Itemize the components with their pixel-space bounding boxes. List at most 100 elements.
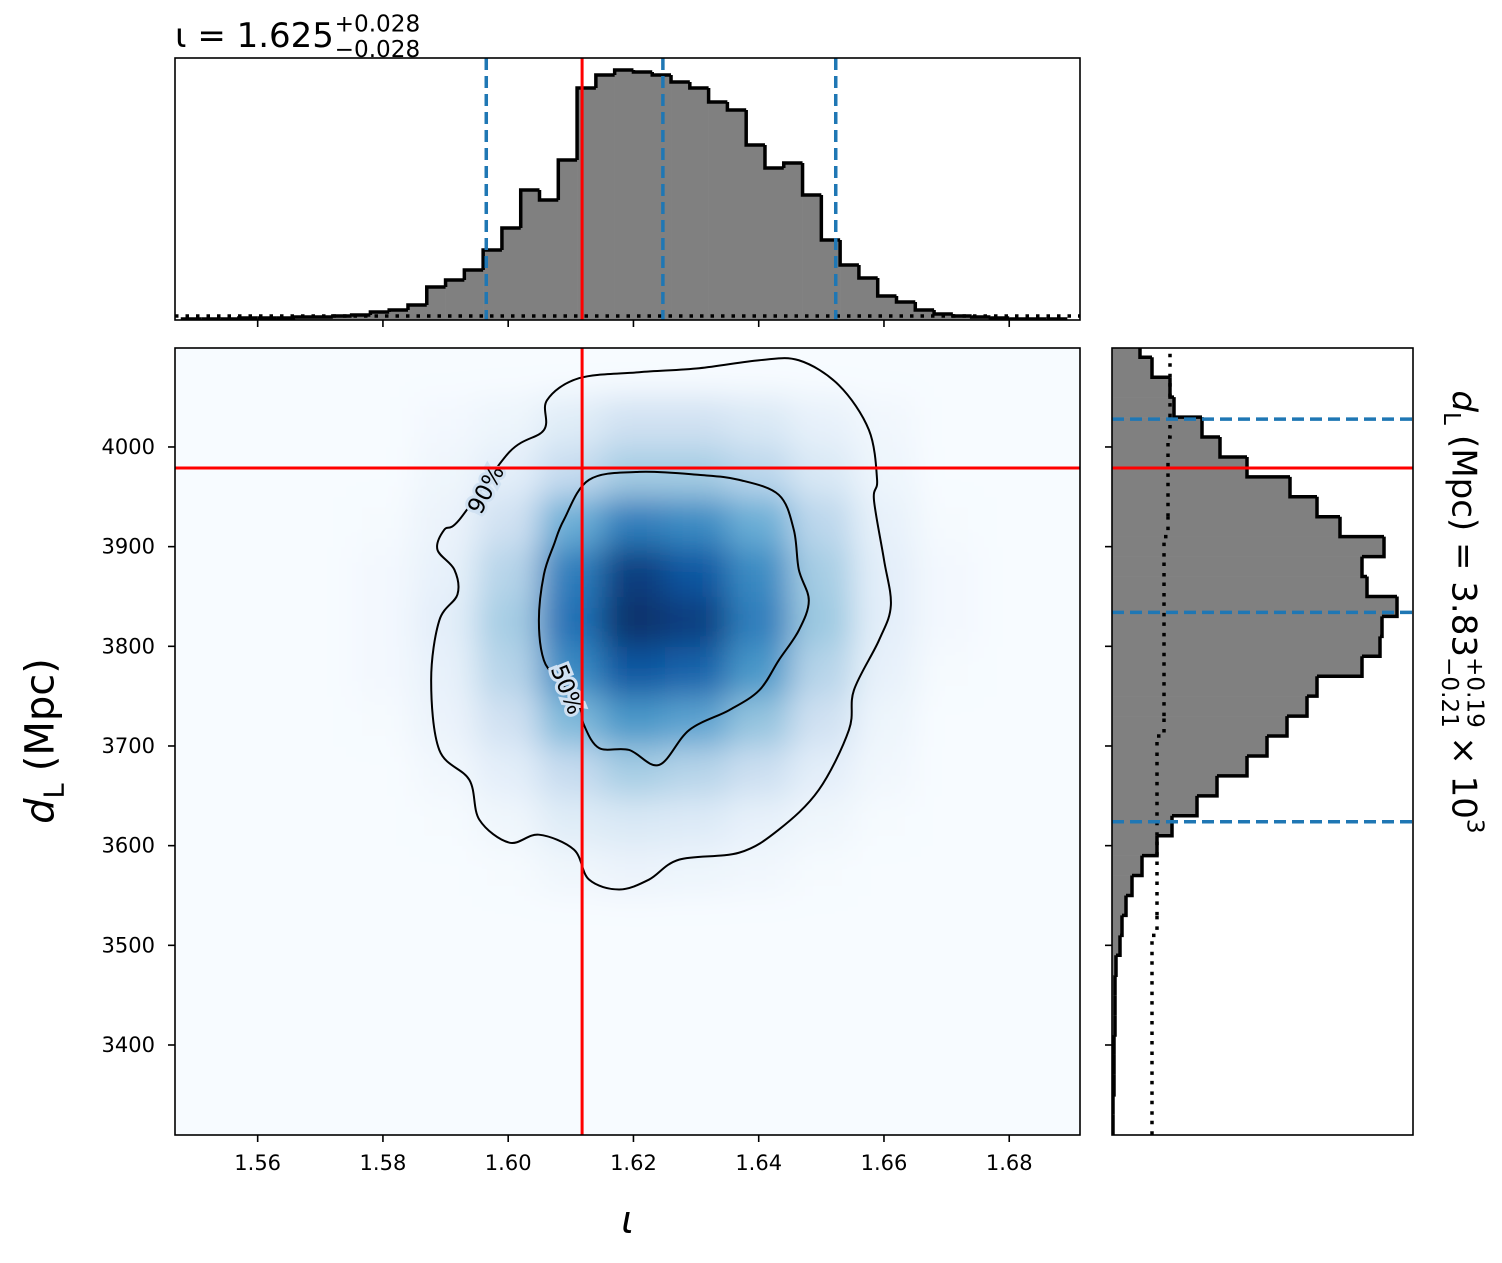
- density-cell: [727, 646, 791, 697]
- y-tick-label: 3600: [102, 834, 155, 858]
- hist-bar: [840, 265, 860, 320]
- hist-bar: [1112, 795, 1197, 817]
- hist-edge: [575, 86, 596, 160]
- hist-edge: [406, 303, 427, 310]
- density-cell: [664, 845, 728, 896]
- hist-edge: [1307, 676, 1319, 698]
- hist-edge: [556, 158, 578, 200]
- title-part: ι = 1.625: [175, 16, 334, 56]
- hist-bar: [445, 280, 465, 320]
- density-cell: [476, 696, 541, 747]
- hist-edge: [537, 190, 559, 202]
- density-cell: [852, 696, 916, 747]
- hist-edge: [857, 265, 878, 280]
- density-cell: [539, 546, 603, 597]
- density-cell: [790, 646, 854, 697]
- hist-edge: [1113, 1015, 1117, 1037]
- density-cell: [414, 745, 478, 797]
- density-cell: [351, 696, 415, 747]
- hist-edge: [1338, 516, 1384, 539]
- hist-bar: [407, 305, 428, 320]
- density-cell: [414, 696, 478, 747]
- hist-edge: [1138, 348, 1152, 360]
- density-cell: [414, 546, 478, 597]
- hist-bar: [1112, 815, 1172, 836]
- density-cell: [476, 646, 541, 697]
- hist-bar: [1112, 855, 1142, 876]
- density-cell: [790, 546, 854, 597]
- density-cell: [414, 795, 478, 847]
- hist-bar: [1112, 875, 1132, 896]
- hist-bar: [1112, 775, 1217, 797]
- density-cell: [727, 795, 791, 847]
- hist-bar: [1112, 357, 1152, 378]
- density-cell: [852, 795, 916, 847]
- title-sup: +0.028: [335, 12, 421, 38]
- hist-edge: [650, 72, 672, 77]
- density-cell: [351, 795, 415, 847]
- density-cell: [602, 646, 666, 697]
- density-cell: [915, 596, 979, 647]
- x-tick-label: 1.58: [360, 1151, 407, 1175]
- density-cell: [727, 696, 791, 747]
- density-cell: [852, 745, 916, 797]
- density-cell: [539, 696, 603, 747]
- right-label-sub: −0.21: [1436, 657, 1462, 728]
- density-cell: [727, 397, 791, 448]
- hist-bar: [708, 102, 728, 320]
- y-axis-label-part: (Mpc): [18, 658, 64, 771]
- hist-bar: [577, 88, 597, 320]
- hist-bar: [1112, 596, 1397, 617]
- density-cell: [539, 596, 603, 647]
- hist-bar: [1112, 636, 1380, 657]
- hist-edge: [500, 226, 521, 250]
- density-cell: [915, 845, 979, 896]
- right-label-sup: +0.19: [1462, 657, 1488, 728]
- hist-edge: [894, 296, 916, 304]
- x-tick-label: 1.56: [234, 1151, 281, 1175]
- density-cell: [476, 397, 541, 448]
- hist-edge: [1267, 716, 1289, 738]
- right-label-part: (Mpc) = 3.83: [1443, 435, 1483, 657]
- hist-bar: [1112, 377, 1170, 398]
- hist-edge: [1200, 417, 1220, 439]
- density-cell: [351, 745, 415, 797]
- axes-frame: [174, 347, 1081, 1136]
- x-axis-label-part: ι: [621, 1198, 634, 1242]
- x-tick-label: 1.66: [861, 1151, 908, 1175]
- density-cell: [602, 795, 666, 847]
- hist-edge: [1126, 875, 1134, 898]
- y-axis-label-part: L: [40, 783, 71, 798]
- hist-bar: [633, 72, 653, 320]
- title: ι = 1.625 +0.028−0.028: [175, 12, 420, 64]
- density-cell: [790, 795, 854, 847]
- hist-bar: [1112, 616, 1382, 637]
- hist-edge: [1315, 496, 1340, 519]
- hist-bar: [1112, 736, 1267, 757]
- hist-bar: [1112, 755, 1247, 777]
- y-tick-label: 3400: [102, 1033, 155, 1057]
- density-cell: [351, 646, 415, 697]
- prior-line: [1164, 516, 1170, 539]
- hist-bar: [689, 88, 709, 320]
- hist-bar: [1112, 437, 1220, 458]
- hist-bar: [858, 278, 879, 320]
- hist-edge: [932, 310, 953, 316]
- density-cell: [727, 745, 791, 797]
- density-cell: [664, 745, 728, 797]
- hist-edge: [1288, 476, 1317, 499]
- density-cell: [539, 446, 603, 498]
- density-cell: [539, 795, 603, 847]
- hist-edge: [1245, 456, 1290, 479]
- density-cell: [476, 446, 541, 498]
- hist-bar: [1112, 716, 1287, 737]
- x-tick-label: 1.68: [986, 1151, 1033, 1175]
- hist-bar: [1112, 348, 1140, 358]
- prior-line: [1168, 417, 1172, 439]
- x-tick-label: 1.60: [485, 1151, 532, 1175]
- hist-edge: [669, 75, 690, 84]
- hist-edge: [612, 68, 634, 75]
- hist-edge: [368, 310, 390, 315]
- hist-edge: [425, 285, 446, 305]
- hist-bar: [1112, 696, 1307, 717]
